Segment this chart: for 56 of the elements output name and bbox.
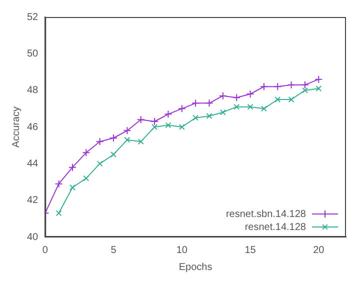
point (136, 116, 145, 124)
point (288, 96, 294, 102)
x-tick-label: 10 (176, 244, 188, 256)
point (246, 90, 254, 98)
y-tick-label: 50 (27, 48, 39, 60)
point (123, 126, 132, 135)
point (220, 109, 226, 116)
x-axis-title: Epochs (178, 262, 212, 273)
point (205, 99, 214, 108)
point (70, 184, 76, 190)
point (287, 80, 296, 89)
point (300, 80, 309, 89)
point (274, 82, 282, 91)
point (178, 104, 186, 113)
legend-label: resnet.sbn.14.128 (226, 208, 306, 220)
point (178, 124, 185, 130)
y-tick-label: 46 (27, 122, 39, 133)
point (260, 82, 268, 91)
point (302, 87, 308, 94)
point (164, 110, 172, 118)
y-tick-label: 52 (27, 12, 39, 23)
x-tick-label: 20 (313, 244, 325, 256)
y-tick-label: 48 (27, 85, 39, 96)
point (54, 180, 63, 188)
point (274, 96, 281, 102)
point (110, 152, 116, 158)
y-tick-label: 44 (27, 158, 39, 170)
point (82, 148, 90, 157)
point (316, 86, 322, 92)
y-axis-title: Accuracy (10, 106, 22, 148)
y-tick-label: 42 (27, 195, 39, 206)
point (314, 75, 323, 84)
point (152, 124, 158, 130)
y-tick-label: 40 (27, 232, 39, 243)
point (150, 118, 159, 126)
point (232, 94, 241, 102)
x-tick-label: 0 (42, 244, 48, 256)
point (68, 163, 76, 172)
point (96, 160, 103, 167)
point (96, 138, 104, 146)
point (192, 99, 200, 108)
point (138, 138, 144, 145)
x-tick-label: 15 (244, 244, 256, 256)
point (247, 104, 254, 110)
point (234, 104, 240, 110)
legend-label: resnet.14.128 (244, 222, 306, 233)
point (83, 175, 90, 182)
point (165, 122, 172, 128)
point (192, 114, 199, 121)
point (206, 113, 212, 119)
point (124, 136, 130, 143)
point (56, 210, 62, 216)
x-tick-label: 5 (110, 244, 117, 256)
point (110, 134, 118, 142)
point (260, 106, 267, 112)
point (218, 92, 227, 100)
